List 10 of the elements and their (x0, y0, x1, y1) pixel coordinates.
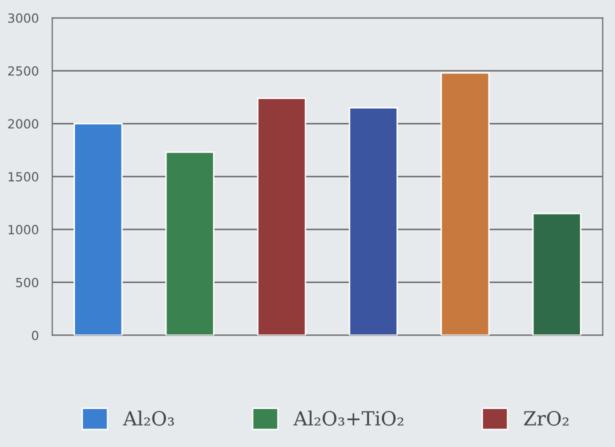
y-tick-label: 3000 (8, 13, 38, 23)
y-tick-label: 1000 (8, 224, 38, 234)
legend-label: Al₂O₃+TiO₂ (293, 410, 404, 426)
y-tick-label: 1500 (8, 172, 38, 182)
y-tick-label: 2500 (8, 66, 38, 76)
y-tick-label: 0 (32, 330, 38, 340)
y-tick-label: 500 (16, 278, 38, 288)
legend-label: Al₂O₃ (122, 410, 174, 426)
legend-label: ZrO₂ (524, 410, 568, 426)
y-tick-label: 2000 (8, 119, 38, 129)
